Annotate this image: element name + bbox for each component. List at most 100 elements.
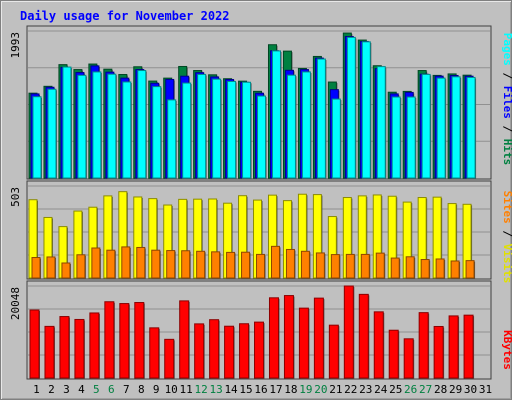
bar-pages-day-20 xyxy=(316,58,327,179)
legend: KBytes xyxy=(501,330,512,370)
bar xyxy=(346,36,356,179)
y-axis-max-label: 503 xyxy=(9,187,22,207)
legend-hits: Hits xyxy=(501,139,512,166)
bar-kbytes-day-7 xyxy=(119,303,130,379)
x-tick-label-7: 7 xyxy=(123,383,130,396)
chart-title: Daily usage for November 2022 xyxy=(20,9,230,23)
bar-pages-day-15 xyxy=(242,81,252,179)
bar xyxy=(270,245,280,279)
bar xyxy=(451,76,461,179)
bar xyxy=(136,246,146,279)
bar xyxy=(107,73,117,179)
bar-sites-day-20 xyxy=(315,252,326,279)
legend: Sites / Visits xyxy=(501,191,512,284)
bar-sites-day-15 xyxy=(241,251,251,279)
y-axis-max-label: 20048 xyxy=(9,287,22,320)
bar xyxy=(313,297,324,379)
bar-sites-day-2 xyxy=(46,256,56,279)
bar-kbytes-day-2 xyxy=(44,325,55,379)
x-tick-label-8: 8 xyxy=(138,383,145,396)
y-axis-max-label: 1993 xyxy=(9,32,22,59)
bar-sites-day-21 xyxy=(330,254,341,279)
bar xyxy=(316,58,326,179)
x-tick-label-17: 17 xyxy=(269,383,282,396)
bar xyxy=(331,98,341,179)
bar xyxy=(182,82,192,179)
bar-pages-day-11 xyxy=(182,82,192,179)
legend-pages: Pages xyxy=(501,33,512,66)
bar-sites-day-17 xyxy=(270,245,281,279)
bar-sites-day-8 xyxy=(136,246,146,279)
bar-pages-day-29 xyxy=(451,76,462,179)
bar-pages-day-23 xyxy=(361,41,372,179)
bar xyxy=(358,293,369,379)
bar xyxy=(373,311,384,379)
bar-pages-day-25 xyxy=(391,96,402,179)
bar-sites-day-13 xyxy=(211,251,221,279)
bar xyxy=(119,303,130,379)
bar xyxy=(403,338,414,379)
bar-sites-day-1 xyxy=(31,257,41,279)
bar xyxy=(421,73,431,179)
x-tick-label-25: 25 xyxy=(389,383,402,396)
bar xyxy=(149,327,160,379)
bar xyxy=(466,76,476,179)
bar xyxy=(360,253,370,279)
legend-visits: Visits xyxy=(501,244,512,284)
bar-kbytes-day-14 xyxy=(224,325,235,379)
bar-sites-day-6 xyxy=(106,249,116,279)
bar xyxy=(343,285,354,379)
bar xyxy=(391,96,401,179)
x-tick-label-22: 22 xyxy=(344,383,357,396)
bar-kbytes-day-18 xyxy=(283,295,295,379)
x-tick-label-1: 1 xyxy=(33,383,40,396)
bar-sites-day-22 xyxy=(345,253,356,279)
bar-kbytes-day-17 xyxy=(268,297,280,379)
bar-kbytes-day-21 xyxy=(328,324,340,379)
bar-kbytes-day-11 xyxy=(179,300,190,379)
bar xyxy=(209,319,220,379)
bar xyxy=(254,321,265,379)
legend-separator: / xyxy=(501,66,512,86)
bar xyxy=(166,250,176,279)
x-tick-label-14: 14 xyxy=(224,383,238,396)
bar xyxy=(375,252,385,279)
bar xyxy=(376,66,386,179)
bar-kbytes-day-8 xyxy=(134,302,145,379)
bar xyxy=(286,74,296,179)
bar xyxy=(435,258,445,279)
bar-pages-day-5 xyxy=(92,71,102,179)
bar-sites-day-12 xyxy=(196,250,206,279)
bar-sites-day-16 xyxy=(256,253,266,279)
bar xyxy=(388,329,399,379)
bar xyxy=(300,250,310,279)
bar-kbytes-day-29 xyxy=(448,315,460,379)
bar-pages-day-8 xyxy=(137,70,147,179)
bar xyxy=(29,309,40,379)
bar-pages-day-6 xyxy=(107,73,117,179)
bar xyxy=(122,81,132,179)
bar-pages-day-7 xyxy=(122,81,132,179)
bar-pages-day-3 xyxy=(62,66,72,179)
bar-kbytes-day-4 xyxy=(74,318,85,379)
bar xyxy=(179,300,190,379)
bar xyxy=(196,250,206,279)
bar-kbytes-day-28 xyxy=(433,325,445,379)
bar xyxy=(61,262,71,279)
bar xyxy=(406,96,416,179)
bar xyxy=(448,315,459,379)
hits-panel: 1993 Pages / Files / Hits xyxy=(9,25,512,180)
bar xyxy=(256,253,266,279)
bar xyxy=(211,251,221,279)
bar-sites-day-26 xyxy=(405,256,416,279)
bar xyxy=(92,71,102,179)
bar xyxy=(315,252,325,279)
x-tick-label-4: 4 xyxy=(78,383,85,396)
bar xyxy=(301,71,311,179)
x-tick-label-31: 31 xyxy=(479,383,492,396)
bar-sites-day-24 xyxy=(375,252,386,279)
bar-kbytes-day-13 xyxy=(209,319,220,379)
bar-sites-day-29 xyxy=(450,260,461,279)
x-tick-label-5: 5 xyxy=(93,383,100,396)
